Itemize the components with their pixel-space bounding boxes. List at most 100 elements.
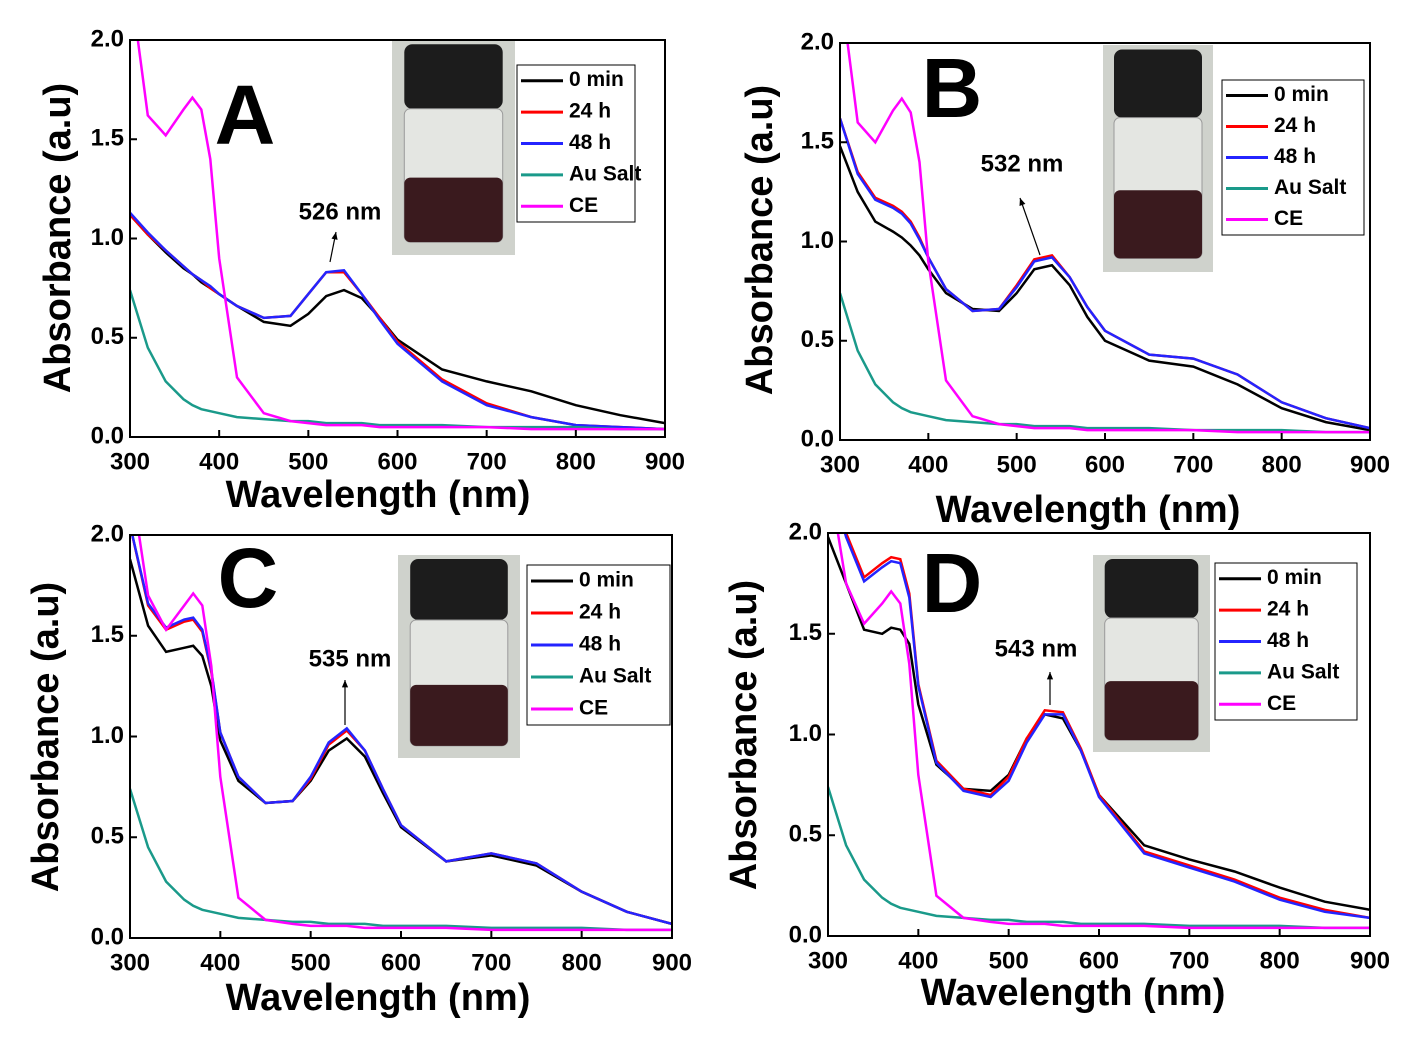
x-tick-label: 900	[1350, 451, 1390, 478]
peak-annotation: 535 nm	[309, 645, 392, 672]
arrow-head	[331, 232, 338, 240]
y-tick-label: 0.0	[789, 921, 822, 948]
series-line	[840, 118, 1370, 430]
x-axis-label: Wavelength (nm)	[936, 489, 1241, 531]
panel-label: C	[218, 531, 279, 625]
legend-label: 0 min	[1274, 83, 1329, 106]
y-tick-label: 0.5	[91, 323, 124, 350]
y-tick-label: 0.0	[801, 425, 834, 452]
x-tick-label: 900	[652, 949, 692, 976]
legend-label: CE	[579, 697, 608, 720]
panel: 300 400 500 600 700 800 900 0.0 0.5 1.0 1.5 2.0 Wave…	[739, 28, 1390, 531]
series-line	[836, 533, 1370, 930]
legend-label: 0 min	[1267, 566, 1322, 589]
x-tick-label: 400	[200, 949, 240, 976]
y-tick-label: 1.0	[789, 720, 822, 747]
arrow-head	[1019, 198, 1026, 206]
peak-annotation: 526 nm	[299, 198, 382, 225]
x-tick-label: 700	[1173, 451, 1213, 478]
vial-liquid	[410, 684, 508, 746]
series-line	[136, 40, 665, 431]
x-tick-label: 300	[808, 947, 848, 974]
y-tick-label: 1.5	[91, 621, 124, 648]
y-tick-label: 0.0	[91, 923, 124, 950]
x-tick-label: 700	[471, 949, 511, 976]
x-tick-label: 500	[291, 949, 331, 976]
y-tick-label: 1.0	[91, 722, 124, 749]
series-line	[137, 535, 672, 932]
x-tick-label: 500	[989, 947, 1029, 974]
x-tick-label: 700	[467, 448, 507, 475]
y-axis-label: Absorbance (a.u)	[25, 582, 67, 892]
panel-label: B	[922, 41, 983, 135]
panel: 300 400 500 600 700 800 900 0.0 0.5 1.0 1.5 2.0 Wave…	[723, 518, 1390, 1014]
vial-cap	[1104, 558, 1199, 619]
series-line	[130, 558, 672, 926]
legend-label: CE	[569, 194, 598, 217]
legend-label: 48 h	[1274, 145, 1316, 168]
legend-label: 24 h	[569, 100, 611, 123]
legend-label: Au Salt	[579, 665, 651, 688]
peak-annotation: 532 nm	[981, 150, 1064, 177]
series-line	[130, 211, 665, 431]
y-tick-label: 2.0	[91, 25, 124, 52]
legend-label: CE	[1267, 692, 1296, 715]
x-tick-label: 800	[562, 949, 602, 976]
x-tick-label: 500	[288, 448, 328, 475]
series-line	[846, 43, 1370, 434]
legend-label: 48 h	[579, 633, 621, 656]
series-line	[130, 788, 672, 932]
x-axis-label: Wavelength (nm)	[921, 972, 1226, 1014]
legend-label: 48 h	[569, 131, 611, 154]
x-tick-label: 800	[1262, 451, 1302, 478]
x-axis-label: Wavelength (nm)	[226, 474, 531, 516]
series-line	[840, 145, 1370, 432]
y-axis-label: Absorbance (a.u)	[739, 85, 781, 395]
y-tick-label: 0.5	[801, 326, 834, 353]
series-line	[843, 533, 1370, 920]
y-tick-label: 2.0	[789, 518, 822, 545]
y-axis-label: Absorbance (a.u)	[37, 83, 79, 393]
y-tick-label: 2.0	[91, 520, 124, 547]
legend-label: 0 min	[569, 68, 624, 91]
legend-label: CE	[1274, 207, 1303, 230]
legend-label: Au Salt	[569, 162, 641, 185]
y-axis-label: Absorbance (a.u)	[723, 580, 765, 890]
x-tick-label: 800	[556, 448, 596, 475]
x-tick-label: 700	[1169, 947, 1209, 974]
legend-label: Au Salt	[1267, 660, 1339, 683]
x-tick-label: 900	[1350, 947, 1390, 974]
y-tick-label: 1.5	[801, 128, 834, 155]
series-line	[844, 533, 1370, 920]
arrow-head	[1046, 672, 1054, 680]
y-tick-label: 1.0	[801, 227, 834, 254]
vial-cap	[404, 44, 503, 109]
vial-liquid	[404, 177, 503, 243]
x-tick-label: 600	[381, 949, 421, 976]
legend-label: 0 min	[579, 569, 634, 592]
legend-label: 24 h	[1267, 598, 1309, 621]
vial-cap	[1114, 49, 1202, 118]
y-tick-label: 1.5	[91, 125, 124, 152]
panel: 300 400 500 600 700 800 900 0.0 0.5 1.0 1.5 2.0 Wave…	[25, 520, 692, 1019]
peak-annotation: 543 nm	[995, 635, 1078, 662]
x-tick-label: 600	[377, 448, 417, 475]
legend-label: 48 h	[1267, 629, 1309, 652]
vial-liquid	[1114, 190, 1202, 259]
x-tick-label: 300	[820, 451, 860, 478]
x-tick-label: 600	[1085, 451, 1125, 478]
series-line	[828, 786, 1370, 930]
series-line	[131, 535, 672, 926]
x-tick-label: 800	[1260, 947, 1300, 974]
x-tick-label: 600	[1079, 947, 1119, 974]
annotation-arrow	[1019, 197, 1041, 256]
y-tick-label: 0.5	[91, 823, 124, 850]
legend-label: Au Salt	[1274, 176, 1346, 199]
y-tick-label: 0.5	[789, 821, 822, 848]
arrow-head	[341, 680, 349, 688]
x-tick-label: 400	[199, 448, 239, 475]
y-tick-label: 1.5	[789, 619, 822, 646]
y-tick-label: 2.0	[801, 28, 834, 55]
x-tick-label: 300	[110, 949, 150, 976]
y-tick-label: 0.0	[91, 422, 124, 449]
